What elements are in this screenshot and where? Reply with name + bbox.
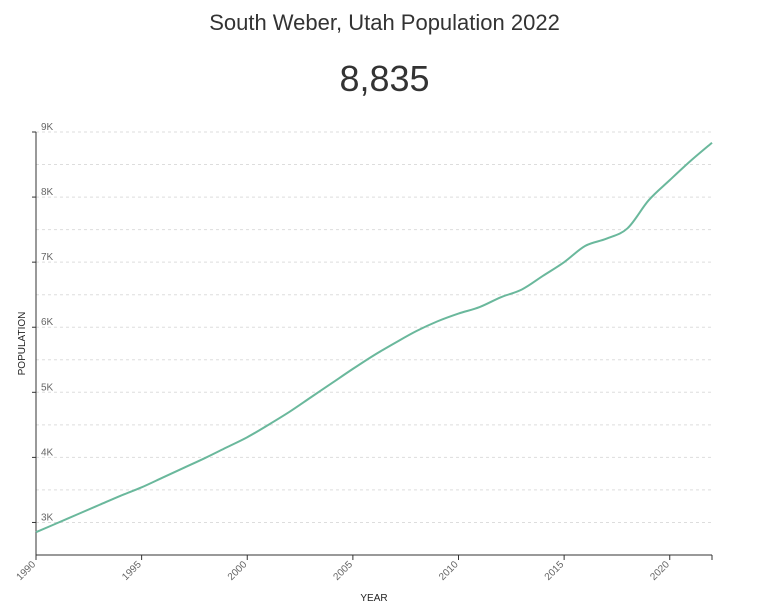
y-tick-label: 9K	[41, 122, 54, 133]
axes	[35, 132, 713, 560]
y-axis-title: POPULATION	[17, 312, 28, 376]
gridlines	[36, 131, 712, 556]
x-tick-label: 1990	[15, 559, 39, 583]
y-tick-label: 7K	[41, 252, 54, 263]
y-tick-label: 8K	[41, 187, 54, 198]
x-tick-label: 2020	[648, 559, 672, 583]
x-tick-label: 2010	[437, 559, 461, 583]
y-axis-ticks: 3K 4K 5K 6K 7K 8K 9K	[32, 122, 54, 523]
headline-population-value: 8,835	[339, 58, 430, 99]
y-tick-label: 6K	[41, 317, 54, 328]
chart-title: South Weber, Utah Population 2022	[209, 10, 560, 35]
x-axis-ticks: 1990 1995 2000 2005 2010 2015 2020	[15, 555, 672, 583]
x-axis-title: YEAR	[360, 593, 387, 604]
y-tick-label: 3K	[41, 512, 54, 523]
y-tick-label: 5K	[41, 382, 54, 393]
x-tick-label: 1995	[120, 559, 144, 583]
x-tick-label: 2015	[543, 559, 567, 583]
x-tick-label: 2000	[226, 559, 250, 583]
x-tick-label: 2005	[331, 559, 355, 583]
y-tick-label: 4K	[41, 447, 54, 458]
population-series-line	[35, 141, 713, 534]
